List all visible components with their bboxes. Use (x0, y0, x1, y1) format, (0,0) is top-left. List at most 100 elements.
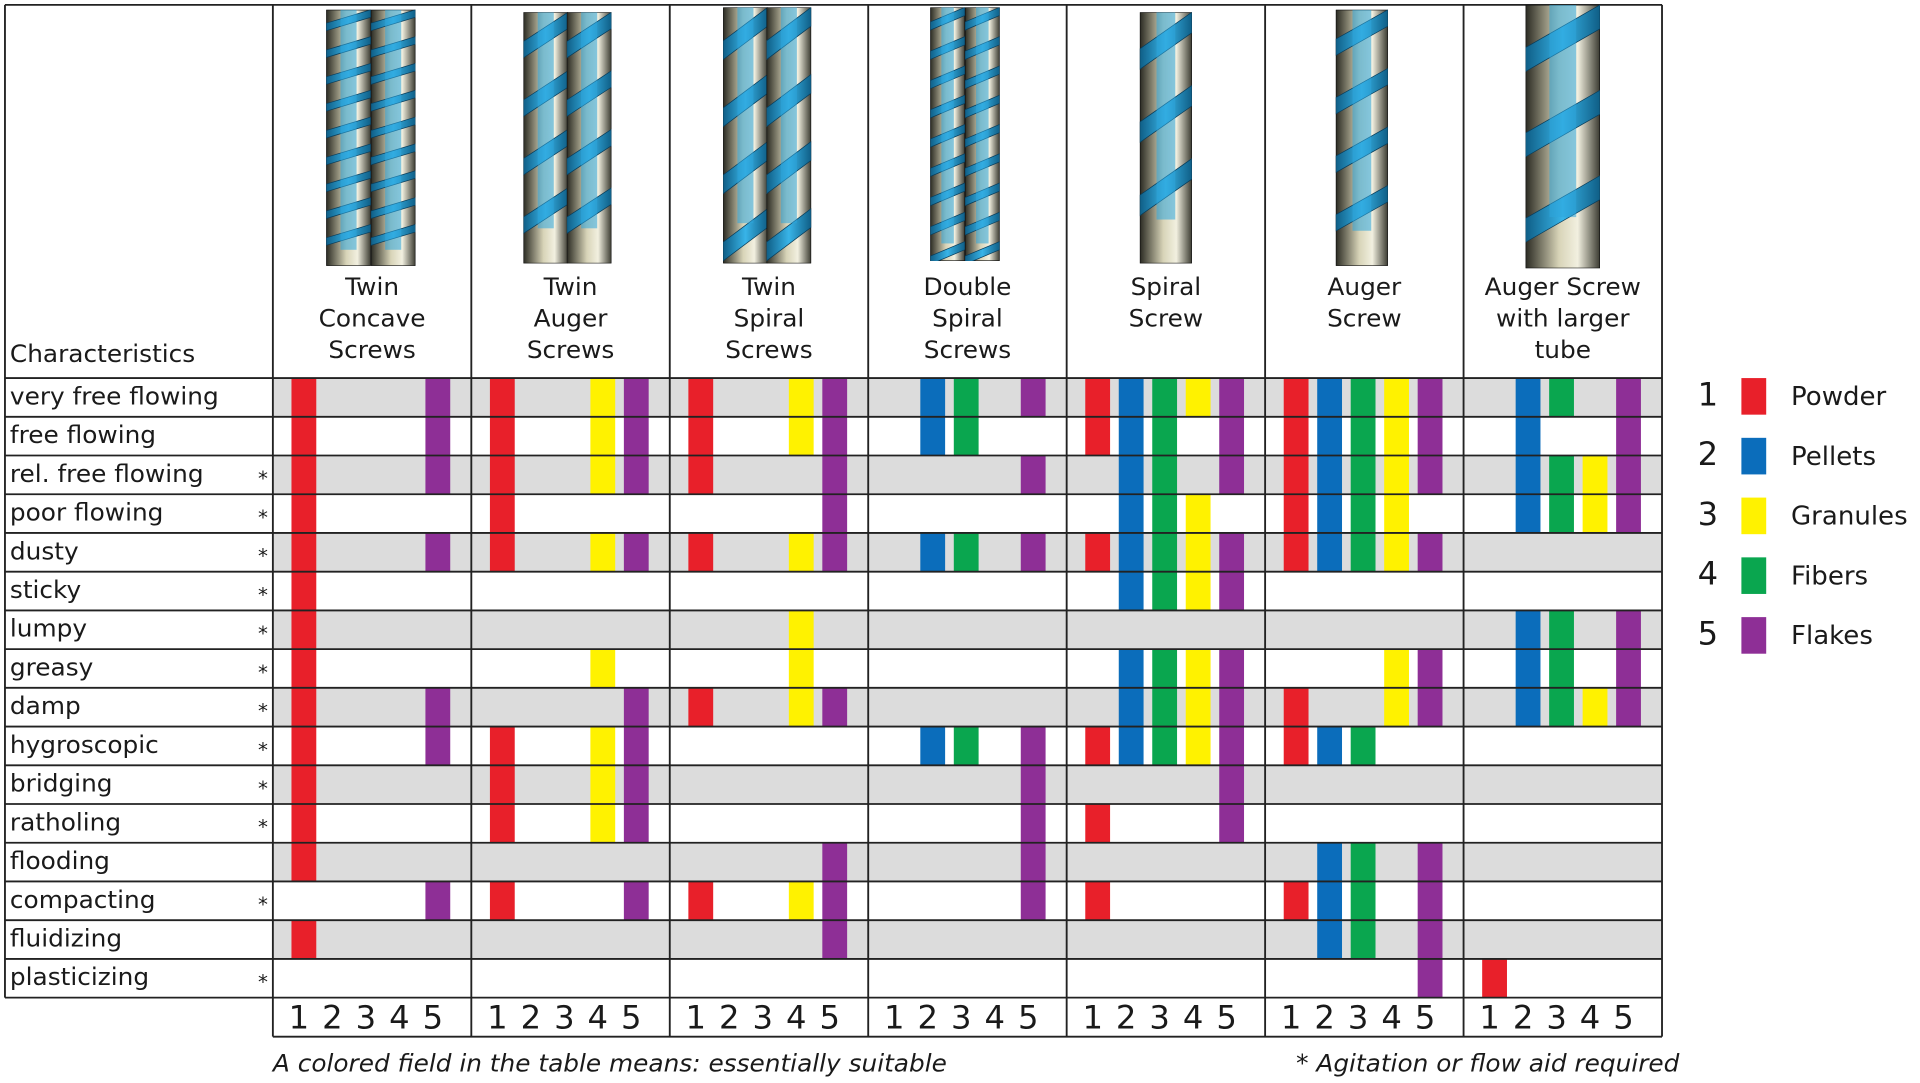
suitability-bar (1515, 687, 1541, 727)
suitability-bar (1118, 455, 1144, 495)
column-title: Screw (1327, 304, 1402, 333)
column-title: Concave (319, 304, 426, 333)
row-note: * (258, 506, 268, 529)
row-label: ratholing (10, 808, 121, 837)
legend-swatch (1741, 378, 1767, 415)
suitability-bar (1020, 842, 1046, 882)
row-shade (272, 842, 1663, 882)
column-title: Auger (534, 304, 609, 333)
footnote: * Agitation or flow aid required (1296, 1049, 1680, 1078)
suitability-bar (1417, 842, 1443, 882)
suitability-bar (1185, 532, 1211, 572)
suitability-bar (1317, 416, 1343, 456)
suitability-bar (1185, 726, 1211, 766)
suitability-bar (920, 726, 946, 766)
suitability-bar (1384, 687, 1409, 727)
suitability-bar (1152, 687, 1178, 727)
suitability-bar (1350, 378, 1376, 417)
suitability-bar (1582, 455, 1608, 495)
suitability-bar (1515, 378, 1541, 417)
column-title: Screw (1129, 304, 1204, 333)
suitability-bar (1152, 649, 1178, 688)
position-label: 4 (1183, 999, 1204, 1037)
suitability-bar (590, 532, 616, 572)
position-label: 4 (1580, 999, 1601, 1037)
position-label: 3 (1348, 999, 1369, 1037)
suitability-bar (1020, 532, 1046, 572)
screw-shaft (385, 9, 402, 250)
position-label: 5 (820, 999, 841, 1037)
suitability-bar (1118, 378, 1144, 417)
suitability-bar (1118, 416, 1144, 456)
suitability-bar (688, 416, 714, 456)
suitability-bar (1317, 494, 1343, 533)
position-label: 1 (289, 999, 310, 1037)
suitability-bar (822, 842, 848, 882)
suitability-bar (1219, 726, 1245, 766)
suitability-bar (623, 726, 649, 766)
screw-shaft (340, 9, 357, 250)
suitability-bar (590, 726, 616, 766)
screw-flight (930, 0, 965, 1)
suitability-bar (425, 532, 451, 572)
row-shade (272, 455, 1663, 495)
suitability-bar (822, 494, 848, 533)
suitability-bar (291, 494, 317, 533)
position-label: 1 (487, 999, 508, 1037)
suitability-bar (1185, 378, 1211, 417)
row-shade (272, 920, 1663, 959)
suitability-bar (623, 804, 649, 843)
screw-flight (964, 241, 1000, 261)
screw-illustration (964, 7, 1000, 261)
position-label: 2 (322, 999, 343, 1037)
screw-illustration (723, 7, 768, 264)
suitability-bar (788, 881, 814, 921)
suitability-bar (1283, 455, 1309, 495)
suitability-bar (623, 455, 649, 495)
suitability-bar (1616, 416, 1641, 456)
row-note: * (258, 777, 268, 800)
legend-swatch (1741, 617, 1767, 654)
suitability-bar (1417, 687, 1443, 727)
suitability-bar (1384, 494, 1409, 533)
suitability-bar (920, 416, 946, 456)
suitability-bar (1152, 532, 1178, 572)
suitability-bar (1549, 610, 1574, 650)
suitability-bar (623, 765, 649, 805)
suitability-bar (1616, 455, 1641, 495)
position-label: 3 (356, 999, 377, 1037)
row-note: * (258, 545, 268, 568)
suitability-bar (1384, 532, 1409, 572)
suitability-bar (1118, 494, 1144, 533)
position-label: 5 (1415, 999, 1436, 1037)
screw-shaft (1156, 12, 1176, 220)
suitability-bar (1185, 494, 1211, 533)
row-note: * (258, 661, 268, 684)
suitability-bar (688, 881, 714, 921)
suitability-bar (822, 416, 848, 456)
row-label: flooding (10, 846, 110, 875)
suitability-bar (1350, 455, 1376, 495)
suitability-bar (1350, 920, 1376, 959)
suitability-bar (1350, 532, 1376, 572)
suitability-bar (425, 416, 451, 456)
suitability-bar (1085, 881, 1111, 921)
suitability-bar (788, 687, 814, 727)
suitability-bar (822, 532, 848, 572)
suitability-bar (1283, 416, 1309, 456)
suitability-bar (489, 455, 515, 495)
suitability-bar (1152, 416, 1178, 456)
position-label: 5 (1613, 999, 1634, 1037)
suitability-bar (1152, 455, 1178, 495)
row-label: very free flowing (10, 382, 219, 411)
suitability-bar (1020, 804, 1046, 843)
suitability-bar (1515, 494, 1541, 533)
position-label: 1 (686, 999, 707, 1037)
suitability-bar (590, 455, 616, 495)
column-title: Screws (725, 335, 812, 364)
position-label: 3 (951, 999, 972, 1037)
screw-illustration (523, 12, 569, 264)
suitability-bar (489, 532, 515, 572)
suitability-bar (489, 726, 515, 766)
